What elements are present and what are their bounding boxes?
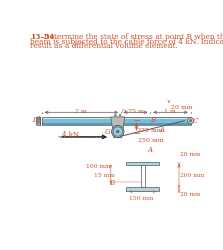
Text: A: A — [147, 146, 152, 154]
Bar — [42, 124, 191, 125]
Text: G: G — [104, 127, 110, 135]
Text: 1 m: 1 m — [164, 109, 176, 114]
Bar — [141, 166, 145, 187]
Circle shape — [115, 115, 116, 117]
Circle shape — [190, 120, 192, 122]
Bar — [42, 118, 191, 119]
Bar — [126, 187, 159, 191]
Polygon shape — [111, 118, 125, 138]
Text: 15 mm: 15 mm — [94, 172, 115, 178]
Text: 20 mm: 20 mm — [180, 192, 200, 196]
Text: B: B — [109, 178, 115, 186]
Text: A: A — [160, 126, 165, 134]
Text: 0.75 m: 0.75 m — [122, 109, 143, 114]
Text: 375 mm: 375 mm — [137, 128, 163, 133]
Bar — [42, 118, 191, 125]
Text: 200 mm: 200 mm — [180, 172, 204, 178]
Bar — [42, 118, 191, 125]
Circle shape — [116, 130, 119, 134]
Bar — [126, 162, 159, 166]
Text: Determine the state of stress at point B when the: Determine the state of stress at point B… — [39, 33, 223, 41]
Text: 2 m: 2 m — [75, 109, 87, 114]
Text: 20 mm: 20 mm — [180, 151, 200, 156]
Circle shape — [188, 118, 194, 124]
Text: beam is subjected to the cable force of 4 kN. Indicate the: beam is subjected to the cable force of … — [30, 38, 223, 46]
Text: 13–34.: 13–34. — [30, 33, 57, 41]
Text: D: D — [32, 115, 38, 123]
Text: 20 mm: 20 mm — [171, 104, 193, 109]
Circle shape — [119, 115, 121, 117]
Bar — [36, 118, 40, 125]
Text: B: B — [150, 116, 155, 124]
Text: 250 mm: 250 mm — [138, 138, 163, 143]
Circle shape — [112, 126, 124, 138]
Text: 100 mm: 100 mm — [86, 163, 110, 168]
Text: 4 kN: 4 kN — [62, 131, 79, 139]
Circle shape — [113, 128, 122, 136]
Text: result as a differential volume element.: result as a differential volume element. — [30, 42, 178, 50]
Text: C: C — [193, 116, 198, 124]
Text: 150 mm: 150 mm — [129, 195, 153, 200]
